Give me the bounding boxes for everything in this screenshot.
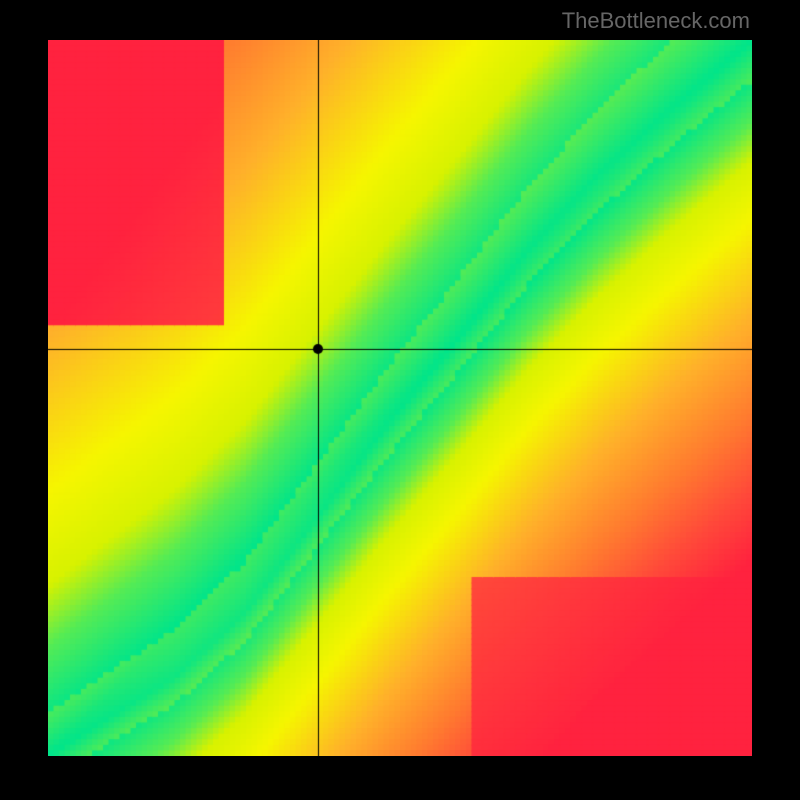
watermark-text: TheBottleneck.com — [562, 8, 750, 34]
bottleneck-heatmap — [48, 40, 752, 756]
chart-container: TheBottleneck.com — [0, 0, 800, 800]
